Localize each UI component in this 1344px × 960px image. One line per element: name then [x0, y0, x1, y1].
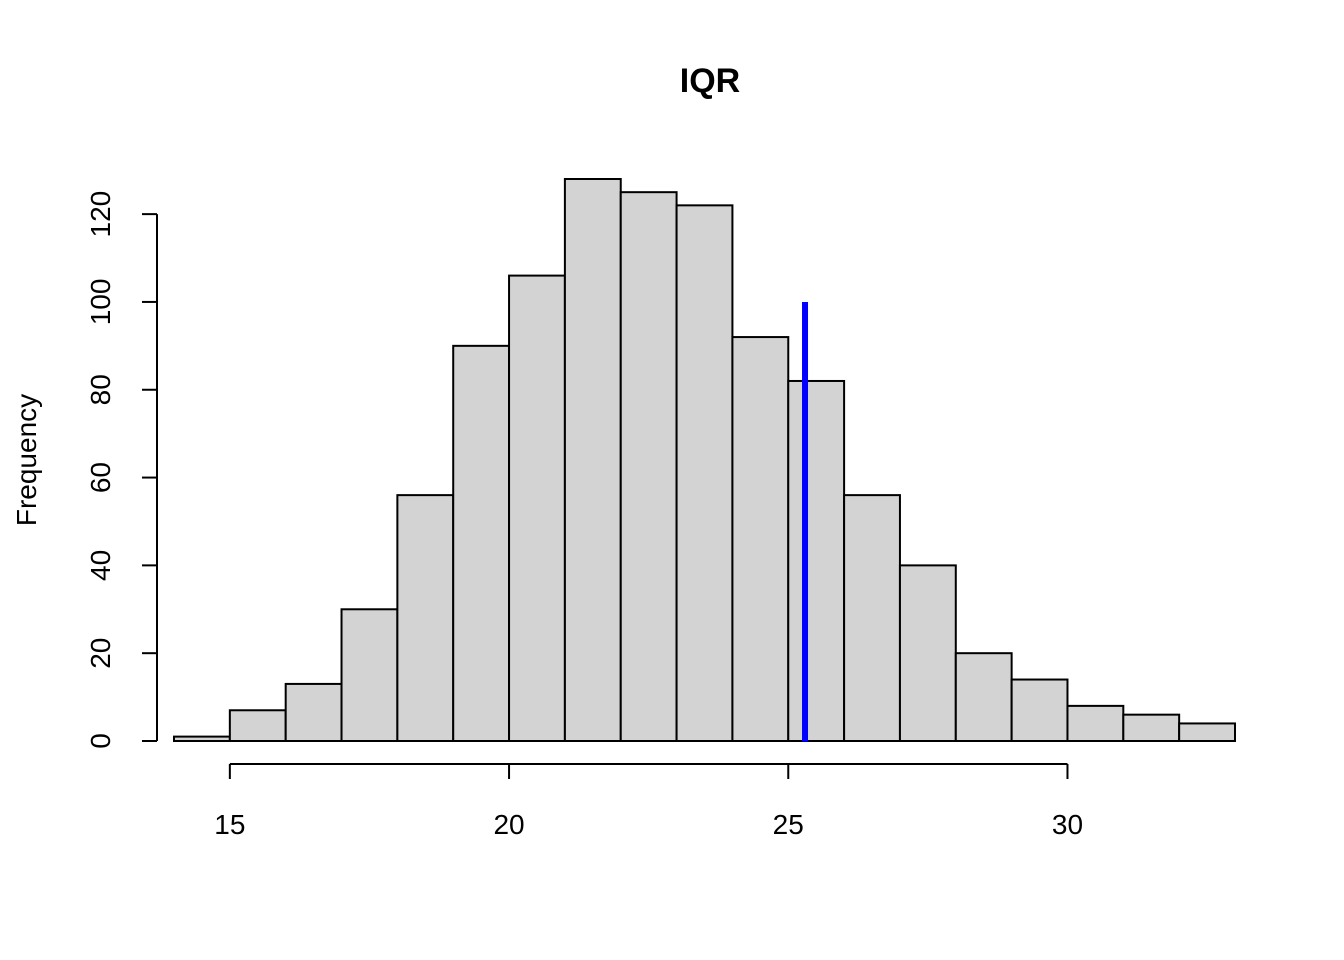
histogram-bar	[675, 204, 734, 742]
y-tick-label: 60	[85, 462, 116, 493]
histogram-bar	[1122, 713, 1181, 742]
histogram-bar	[396, 494, 455, 742]
histogram-bar	[508, 274, 566, 742]
histogram-bar	[619, 191, 678, 742]
x-tick-label: 25	[773, 809, 804, 840]
histogram-bar	[452, 344, 511, 742]
histogram-bar	[898, 564, 957, 742]
chart-title: IQR	[680, 62, 740, 100]
bars-group	[173, 178, 1236, 742]
y-axis-label: Frequency	[11, 394, 42, 526]
histogram-bar	[843, 494, 901, 742]
y-axis: 0 20 40 60 80 100 120	[85, 191, 158, 749]
histogram-bar	[284, 682, 343, 742]
histogram-bar	[340, 608, 399, 742]
x-tick-label: 20	[493, 809, 524, 840]
histogram-bar	[1066, 704, 1125, 742]
x-axis: 15 20 25 30	[214, 763, 1083, 840]
y-tick-label: 120	[85, 191, 116, 238]
x-tick-label: 15	[214, 809, 245, 840]
histogram-bar	[1010, 678, 1069, 742]
histogram-bar	[1178, 722, 1236, 742]
histogram-bar	[563, 178, 622, 742]
histogram-bar	[954, 652, 1013, 742]
histogram-bar	[731, 336, 790, 742]
y-tick-label: 0	[85, 733, 116, 749]
x-tick-label: 30	[1052, 809, 1083, 840]
histogram-bar	[228, 709, 287, 742]
y-tick-label: 100	[85, 279, 116, 326]
y-tick-label: 40	[85, 550, 116, 581]
histogram-bar	[787, 379, 846, 742]
y-tick-label: 80	[85, 374, 116, 405]
y-tick-label: 20	[85, 638, 116, 669]
histogram-bar	[173, 735, 231, 742]
